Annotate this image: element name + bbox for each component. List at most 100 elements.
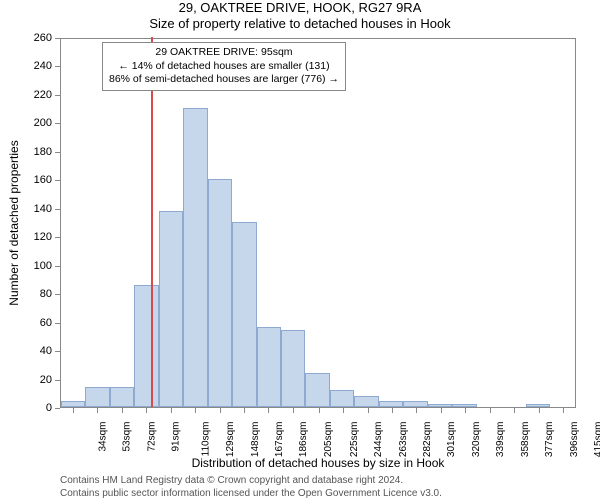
x-tick-label: 72sqm — [146, 422, 157, 452]
x-tick — [416, 408, 417, 413]
y-tick — [55, 180, 60, 181]
page-subtitle: Size of property relative to detached ho… — [0, 16, 600, 31]
histogram-bar — [183, 108, 207, 407]
x-tick-label: 167sqm — [274, 422, 285, 458]
x-tick — [539, 408, 540, 413]
x-tick-label: 148sqm — [250, 422, 261, 458]
x-tick — [368, 408, 369, 413]
y-tick-label: 160 — [0, 174, 52, 186]
x-tick — [171, 408, 172, 413]
y-tick — [55, 266, 60, 267]
y-tick-label: 220 — [0, 89, 52, 101]
x-tick-label: 91sqm — [171, 422, 182, 452]
x-tick — [244, 408, 245, 413]
histogram-bar — [452, 404, 476, 407]
x-tick — [268, 408, 269, 413]
x-tick-label: 358sqm — [520, 422, 531, 458]
x-tick — [490, 408, 491, 413]
y-tick — [55, 380, 60, 381]
histogram-bar — [159, 211, 183, 407]
y-tick-label: 60 — [0, 317, 52, 329]
x-tick — [441, 408, 442, 413]
x-tick-label: 205sqm — [323, 422, 334, 458]
footer-line-1: Contains HM Land Registry data © Crown c… — [60, 474, 442, 487]
y-tick-label: 40 — [0, 345, 52, 357]
x-tick — [514, 408, 515, 413]
footer-line-2: Contains public sector information licen… — [60, 487, 442, 500]
x-tick-label: 129sqm — [225, 422, 236, 458]
x-tick-label: 110sqm — [200, 422, 211, 457]
histogram-bar — [428, 404, 452, 407]
x-tick — [465, 408, 466, 413]
y-tick — [55, 152, 60, 153]
x-tick-label: 396sqm — [569, 422, 580, 458]
x-tick — [97, 408, 98, 413]
x-axis-label: Distribution of detached houses by size … — [192, 456, 445, 470]
x-tick-label: 282sqm — [422, 422, 433, 458]
y-tick-label: 240 — [0, 60, 52, 72]
x-tick-label: 377sqm — [544, 422, 555, 458]
x-tick-label: 263sqm — [398, 422, 409, 458]
infobox-line-1: 29 OAKTREE DRIVE: 95sqm — [109, 46, 339, 60]
page-title: 29, OAKTREE DRIVE, HOOK, RG27 9RA — [0, 0, 600, 15]
histogram-bar — [134, 285, 158, 407]
y-tick — [55, 38, 60, 39]
y-tick-label: 0 — [0, 402, 52, 414]
y-tick — [55, 294, 60, 295]
x-tick-label: 339sqm — [495, 422, 506, 458]
histogram-bar — [354, 396, 378, 407]
y-axis-label: Number of detached properties — [7, 140, 21, 305]
histogram-bar — [110, 387, 134, 407]
x-tick — [563, 408, 564, 413]
y-tick — [55, 351, 60, 352]
histogram-bar — [330, 390, 354, 407]
y-tick — [55, 237, 60, 238]
histogram-bar — [85, 387, 109, 407]
footer-attribution: Contains HM Land Registry data © Crown c… — [60, 474, 442, 500]
y-tick-label: 180 — [0, 146, 52, 158]
x-tick — [343, 408, 344, 413]
x-tick — [73, 408, 74, 413]
y-tick-label: 80 — [0, 288, 52, 300]
x-tick — [220, 408, 221, 413]
histogram-bar — [526, 404, 550, 407]
y-tick-label: 260 — [0, 32, 52, 44]
x-tick-label: 244sqm — [373, 422, 384, 458]
x-tick-label: 320sqm — [471, 422, 482, 458]
x-tick-label: 34sqm — [97, 422, 108, 452]
infobox-line-3: 86% of semi-detached houses are larger (… — [109, 73, 339, 87]
x-tick-label: 301sqm — [447, 422, 458, 458]
histogram-bar — [281, 330, 305, 407]
y-tick — [55, 66, 60, 67]
histogram-bar — [403, 401, 427, 407]
x-tick-label: 415sqm — [593, 422, 600, 458]
x-tick-label: 186sqm — [299, 422, 310, 458]
x-tick-label: 225sqm — [349, 422, 360, 458]
y-tick-label: 140 — [0, 203, 52, 215]
y-tick-label: 200 — [0, 117, 52, 129]
reference-line — [151, 37, 153, 407]
y-tick — [55, 123, 60, 124]
y-tick — [55, 408, 60, 409]
y-tick-label: 120 — [0, 231, 52, 243]
histogram-bar — [257, 327, 281, 407]
y-tick — [55, 209, 60, 210]
histogram-bar — [61, 401, 85, 407]
x-tick — [392, 408, 393, 413]
infobox-line-2: ← 14% of detached houses are smaller (13… — [109, 60, 339, 74]
histogram-bar — [305, 373, 329, 407]
x-tick — [293, 408, 294, 413]
y-tick-label: 20 — [0, 374, 52, 386]
histogram-bar — [232, 222, 256, 407]
x-tick — [319, 408, 320, 413]
reference-info-box: 29 OAKTREE DRIVE: 95sqm ← 14% of detache… — [102, 42, 346, 91]
y-tick-label: 100 — [0, 260, 52, 272]
y-tick — [55, 323, 60, 324]
y-tick — [55, 95, 60, 96]
x-tick — [195, 408, 196, 413]
x-tick — [122, 408, 123, 413]
histogram-bar — [379, 401, 403, 407]
x-tick-label: 53sqm — [122, 422, 133, 452]
histogram-bar — [208, 179, 232, 407]
histogram-plot-area — [60, 38, 576, 408]
